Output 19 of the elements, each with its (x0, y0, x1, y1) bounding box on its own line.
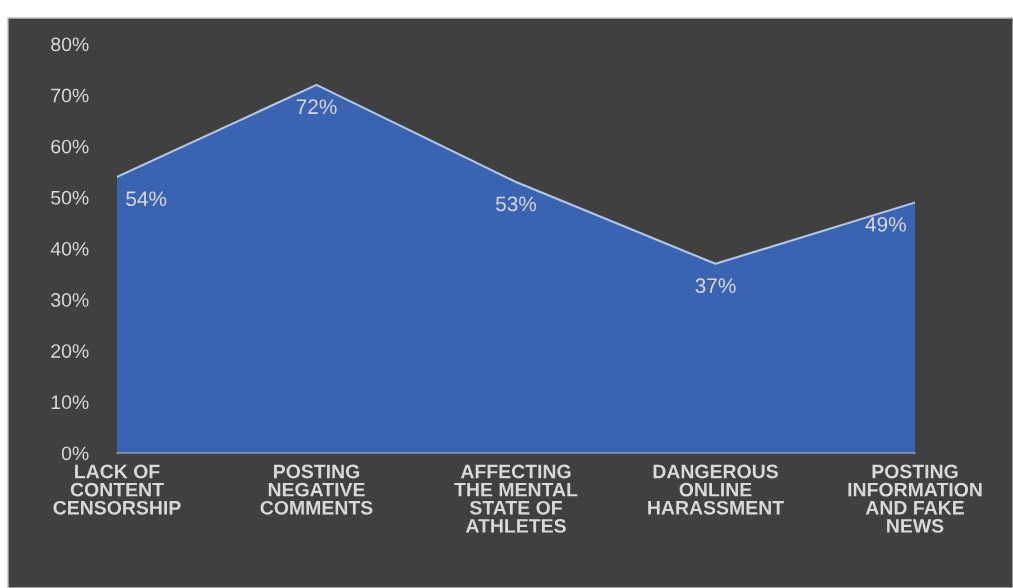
y-tick-label: 60% (51, 139, 89, 154)
y-tick-label: 30% (51, 293, 89, 307)
x-tick-label: AFFECTING THE MENTAL STATE OF ATHLETES (454, 464, 578, 533)
data-label: 53% (495, 196, 537, 212)
y-tick-label: 80% (51, 37, 89, 52)
y-tick-label: 50% (51, 190, 89, 205)
y-tick-label: 0% (61, 446, 89, 461)
y-tick-label: 40% (50, 241, 89, 256)
y-tick-label: 20% (51, 344, 89, 358)
x-tick-label: POSTING INFORMATION AND FAKE NEWS (848, 464, 982, 533)
data-label: 49% (865, 216, 906, 232)
y-tick-label: 70% (51, 88, 89, 103)
data-label: 54% (126, 191, 167, 207)
data-label: 37% (695, 278, 736, 294)
y-tick-label: 10% (51, 395, 89, 410)
x-tick-label: DANGEROUS ONLINE HARASSMENT (648, 464, 784, 515)
x-tick-label: LACK OF CONTENT CENSORSHIP (53, 464, 181, 515)
data-label: 72% (296, 99, 337, 115)
x-tick-label: POSTING NEGATIVE COMMENTS (260, 464, 373, 515)
